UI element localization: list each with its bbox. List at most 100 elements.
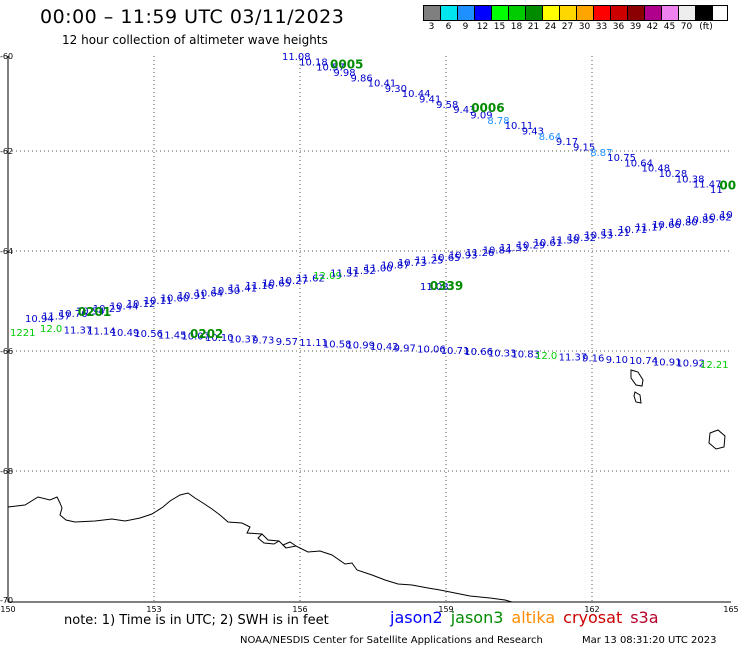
satellite-legend: jason2 jason3 altika cryosat s3a: [390, 608, 667, 627]
island-2: [633, 391, 642, 404]
legend-swatch: [458, 6, 475, 20]
legend-swatch: [526, 6, 543, 20]
legend-label: 6: [445, 22, 452, 32]
wave-height-value: 10.44: [110, 301, 139, 312]
wave-height-value: 10.29: [517, 240, 546, 251]
legend-label: 33: [595, 22, 608, 32]
credit-line: NOAA/NESDIS Center for Satellite Applica…: [240, 635, 543, 646]
wave-height-value: 10.66: [464, 347, 493, 358]
wave-height-value: 11.37: [559, 352, 588, 363]
wave-height-value: 12.09: [313, 271, 342, 282]
wave-height-value: 10.49: [111, 328, 140, 339]
legend-unit: (ft): [699, 22, 713, 32]
legend-swatch: [492, 6, 509, 20]
wave-height-value: 10.84: [483, 246, 512, 257]
legend-label: 39: [629, 22, 642, 32]
pass-time-label: 0005: [330, 57, 363, 71]
wave-height-value: 9.98: [333, 68, 355, 79]
wave-height-value: 11.53: [500, 243, 529, 254]
legend-swatch: [679, 6, 696, 20]
latitude-tick-label: -66: [0, 347, 13, 356]
wave-height-value: 10.48: [642, 164, 671, 175]
legend-label: 9: [462, 22, 469, 32]
wave-height-value: 10.91: [653, 357, 682, 368]
wave-height-value: 9.97: [394, 343, 416, 354]
legend-label: 36: [612, 22, 625, 32]
wave-height-value: 10.66: [652, 220, 681, 231]
wave-height-value: 12.0: [535, 351, 557, 362]
longitude-tick-label: 153: [146, 605, 161, 614]
legend-swatch: [662, 6, 679, 20]
wave-height-value: 10.12: [127, 299, 156, 310]
longitude-tick-label: 159: [438, 605, 453, 614]
page-subtitle: 12 hour collection of altimeter wave hei…: [62, 33, 328, 47]
wave-height-value: 10.07: [181, 332, 210, 343]
wave-height-value: 11.62: [296, 273, 325, 284]
wave-height-value: 11.08: [420, 282, 449, 293]
page-title: 00:00 – 11:59 UTC 03/11/2023: [40, 6, 345, 28]
wave-height-value: 11.00: [364, 263, 393, 274]
wave-height-value: 10.91: [178, 291, 207, 302]
legend-swatch: [560, 6, 577, 20]
wave-height-value: 10.94: [25, 314, 54, 325]
wave-height-value: 9.30: [385, 84, 407, 95]
wave-height-value: 10.64: [624, 158, 653, 169]
legend-swatch: [594, 6, 611, 20]
satellite-jason2: jason2: [390, 608, 443, 627]
wave-height-value: 10.65: [262, 279, 291, 290]
legend-label: 3: [428, 22, 435, 32]
track-3-labels: 12.0 11.3711.1410.4910.5611.4510.0710.101…: [40, 324, 729, 371]
legend-swatch: [645, 6, 662, 20]
wave-height-value: 10.74: [629, 356, 658, 367]
island-1: [630, 369, 644, 387]
wave-height-value: 10.44: [402, 89, 431, 100]
axis-ticks: 150 153 156 159 162 165 -60 -62 -64 -66 -68 -70: [0, 52, 739, 614]
satellite-s3a: s3a: [630, 608, 659, 627]
wave-height-value: 9.57: [276, 337, 298, 348]
legend-label: 30: [578, 22, 591, 32]
wave-height-value: 10.57: [316, 63, 345, 74]
wave-height-value: 10.41: [368, 79, 397, 90]
pass-time-label: 0202: [190, 327, 223, 341]
legend-swatch: [475, 6, 492, 20]
wave-height-value: 10.71: [618, 225, 647, 236]
wave-height-value: 10.76: [59, 309, 88, 320]
wave-height-value: 10.56: [134, 329, 163, 340]
wave-height-value: 9.15: [573, 142, 595, 153]
pass-time-label: 0203: [0, 0, 33, 3]
wave-height-value: 10.38: [676, 174, 705, 185]
footer-note: note: 1) Time is in UTC; 2) SWH is in fe…: [64, 613, 329, 628]
wave-height-value: 10.11: [144, 296, 173, 307]
wave-height-value: 10.10: [205, 333, 234, 344]
wave-height-value: 9.09: [470, 111, 492, 122]
latitude-tick-label: -70: [0, 596, 13, 605]
wave-height-value: 9.86: [351, 73, 373, 84]
wave-height-value: 12.0: [40, 324, 62, 335]
wave-height-value: 10.80: [669, 218, 698, 229]
wave-height-value: 11.57: [42, 312, 71, 323]
wave-height-value: 9.58: [436, 100, 458, 111]
pass-time-label: 00: [719, 178, 736, 192]
satellite-altika: altika: [511, 608, 556, 627]
wave-height-value: 10.60: [161, 294, 190, 305]
wave-height-value: 1221: [10, 328, 35, 339]
wave-height-value: 9.73: [252, 336, 274, 347]
wave-height-value: 11.26: [466, 248, 495, 259]
wave-height-value: 10.92: [676, 359, 705, 370]
legend-swatch: [441, 6, 458, 20]
legend-label: 27: [561, 22, 574, 32]
legend-swatch: [577, 6, 594, 20]
wave-height-value: 10.54: [76, 306, 105, 317]
wave-height-value: 10.11: [505, 121, 534, 132]
wave-height-value: 8.64: [539, 132, 561, 143]
latitude-tick-label: -62: [0, 147, 13, 156]
pass-time-label: 0201: [78, 305, 111, 319]
wave-height-value: 10.99: [346, 341, 375, 352]
latitude-tick-label: -64: [0, 247, 13, 256]
coastline: [7, 369, 726, 603]
wave-height-value: 11.08: [282, 52, 311, 63]
legend-swatch: [611, 6, 628, 20]
pass-time-label: 0006: [471, 101, 504, 115]
latitude-tick-label: -68: [0, 467, 13, 476]
